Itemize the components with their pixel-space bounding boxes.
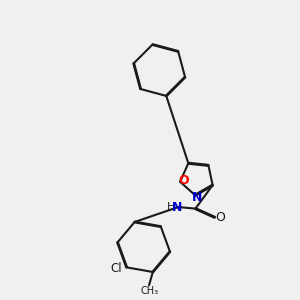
Text: N: N xyxy=(191,191,202,204)
Text: H: H xyxy=(167,202,176,212)
Text: O: O xyxy=(215,211,225,224)
Text: N: N xyxy=(172,201,182,214)
Text: Cl: Cl xyxy=(111,262,122,275)
Text: O: O xyxy=(178,174,189,187)
Text: CH₃: CH₃ xyxy=(140,286,158,296)
